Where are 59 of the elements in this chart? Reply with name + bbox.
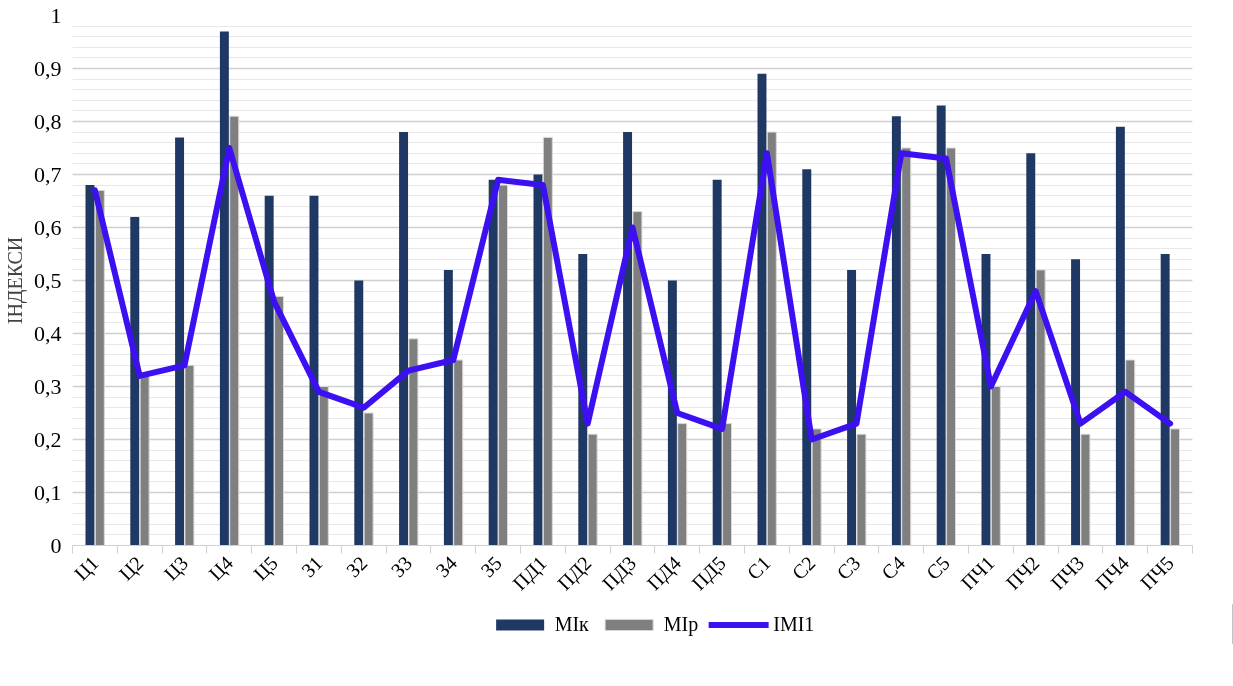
- y-tick-label: 0,9: [34, 55, 62, 81]
- x-tick-label: ПД1: [508, 551, 552, 595]
- y-tick-label: 0,4: [34, 320, 62, 346]
- x-tick-label: С5: [921, 551, 954, 584]
- bar: [175, 137, 185, 546]
- bar: [533, 174, 543, 546]
- y-tick-label: 0,8: [34, 108, 62, 134]
- x-tick-label: З3: [386, 551, 417, 582]
- y-tick-label: 0,1: [34, 479, 62, 505]
- bar: [1160, 254, 1170, 546]
- legend-label: ІМІ1: [773, 612, 815, 636]
- x-tick-label: З4: [431, 551, 462, 582]
- bar: [1071, 259, 1081, 546]
- x-tick-label: ПЧ1: [956, 551, 999, 594]
- y-axis-title: ІНДЕКСИ: [4, 236, 27, 325]
- legend-label: МІр: [663, 612, 699, 636]
- y-tick-label: 0,2: [34, 426, 62, 452]
- bar: [219, 31, 229, 546]
- y-tick-label: 0,5: [34, 267, 62, 293]
- x-tick-label: С4: [877, 551, 910, 584]
- x-tick-label: С1: [742, 551, 775, 584]
- bar: [1026, 153, 1036, 546]
- y-tick-label: 0: [50, 532, 62, 558]
- x-tick-label: Ц3: [159, 551, 193, 586]
- bar: [309, 195, 319, 546]
- bar: [85, 185, 95, 546]
- bar: [264, 195, 274, 546]
- y-tick-label: 0,6: [34, 214, 62, 240]
- bar: [488, 179, 498, 546]
- bar: [443, 269, 453, 546]
- x-tick-label: Ц4: [204, 551, 238, 586]
- bar: [757, 73, 767, 546]
- y-tick-label: 0,3: [34, 373, 62, 399]
- x-tick-label: Ц2: [114, 551, 149, 586]
- bar: [891, 116, 901, 546]
- x-tick-label: Ц1: [69, 551, 104, 586]
- bar: [1115, 126, 1125, 546]
- bar: [354, 280, 364, 546]
- x-tick-label: ПД3: [597, 551, 641, 595]
- x-tick-label: ПЧ3: [1046, 551, 1089, 594]
- bar: [847, 269, 857, 546]
- x-tick-label: С3: [832, 551, 865, 584]
- bar: [623, 132, 633, 546]
- bar: [667, 280, 677, 546]
- x-tick-label: З1: [296, 551, 327, 582]
- x-tick-label: З5: [476, 551, 506, 582]
- y-tick-label: 0,7: [34, 161, 62, 187]
- bar: [936, 105, 946, 546]
- x-tick-label: ПД2: [552, 551, 597, 595]
- bar: [130, 216, 140, 546]
- x-tick-label: ПЧ2: [1001, 551, 1044, 594]
- x-tick-label: Ц5: [249, 551, 283, 586]
- legend-label: МІк: [554, 612, 589, 636]
- y-tick-label: 1: [50, 2, 62, 28]
- bar: [802, 169, 812, 546]
- x-tick-label: С2: [787, 551, 820, 584]
- bar: [712, 179, 722, 546]
- x-tick-label: З2: [341, 551, 372, 582]
- bar: [399, 132, 409, 546]
